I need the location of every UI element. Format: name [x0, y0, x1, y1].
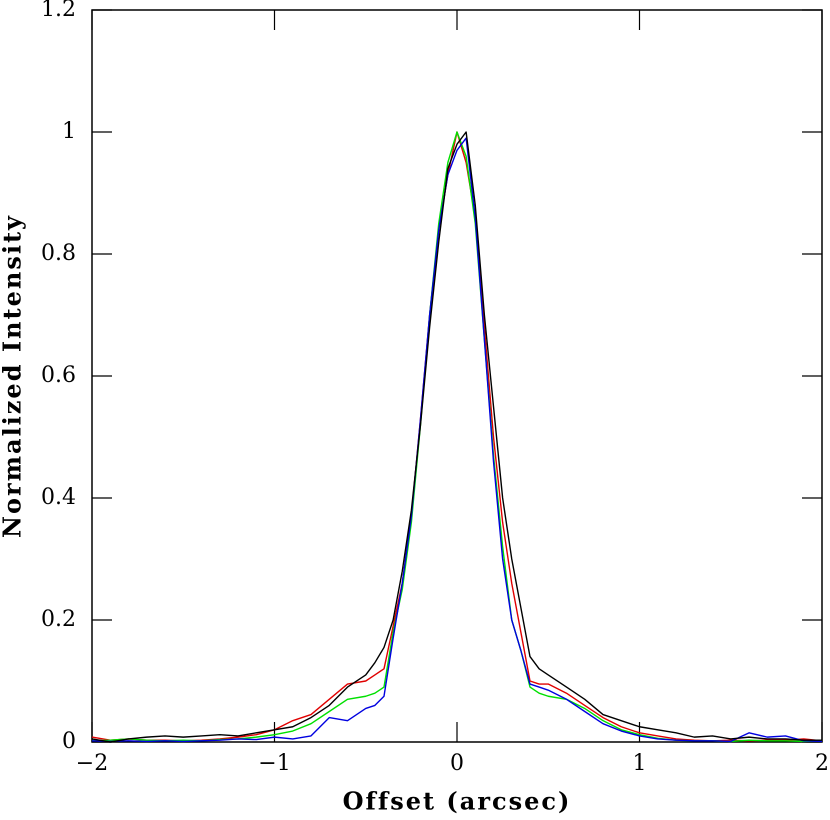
y-axis-label: Normalized Intensity — [0, 214, 27, 538]
x-tick-label: 0 — [450, 751, 464, 776]
y-tick-label: 0 — [62, 729, 76, 754]
x-axis-label: Offset (arcsec) — [343, 787, 572, 816]
y-tick-label: 0.2 — [41, 607, 76, 632]
data-line — [91, 137, 823, 743]
x-tick-label: 1 — [633, 751, 647, 776]
x-tick-label: 2 — [815, 751, 829, 776]
y-tick-label: 1 — [62, 119, 76, 144]
data-line — [91, 131, 822, 743]
y-tick-label: 0.4 — [41, 485, 76, 510]
y-tick-label: 0.8 — [41, 241, 76, 266]
y-tick-label: 0.6 — [41, 363, 76, 388]
data-line — [91, 131, 823, 743]
plot-frame — [91, 9, 823, 743]
y-tick-label: 1.2 — [41, 0, 76, 22]
x-tick-label: −2 — [76, 751, 108, 776]
x-tick-label: −1 — [258, 751, 290, 776]
data-line — [91, 131, 823, 742]
